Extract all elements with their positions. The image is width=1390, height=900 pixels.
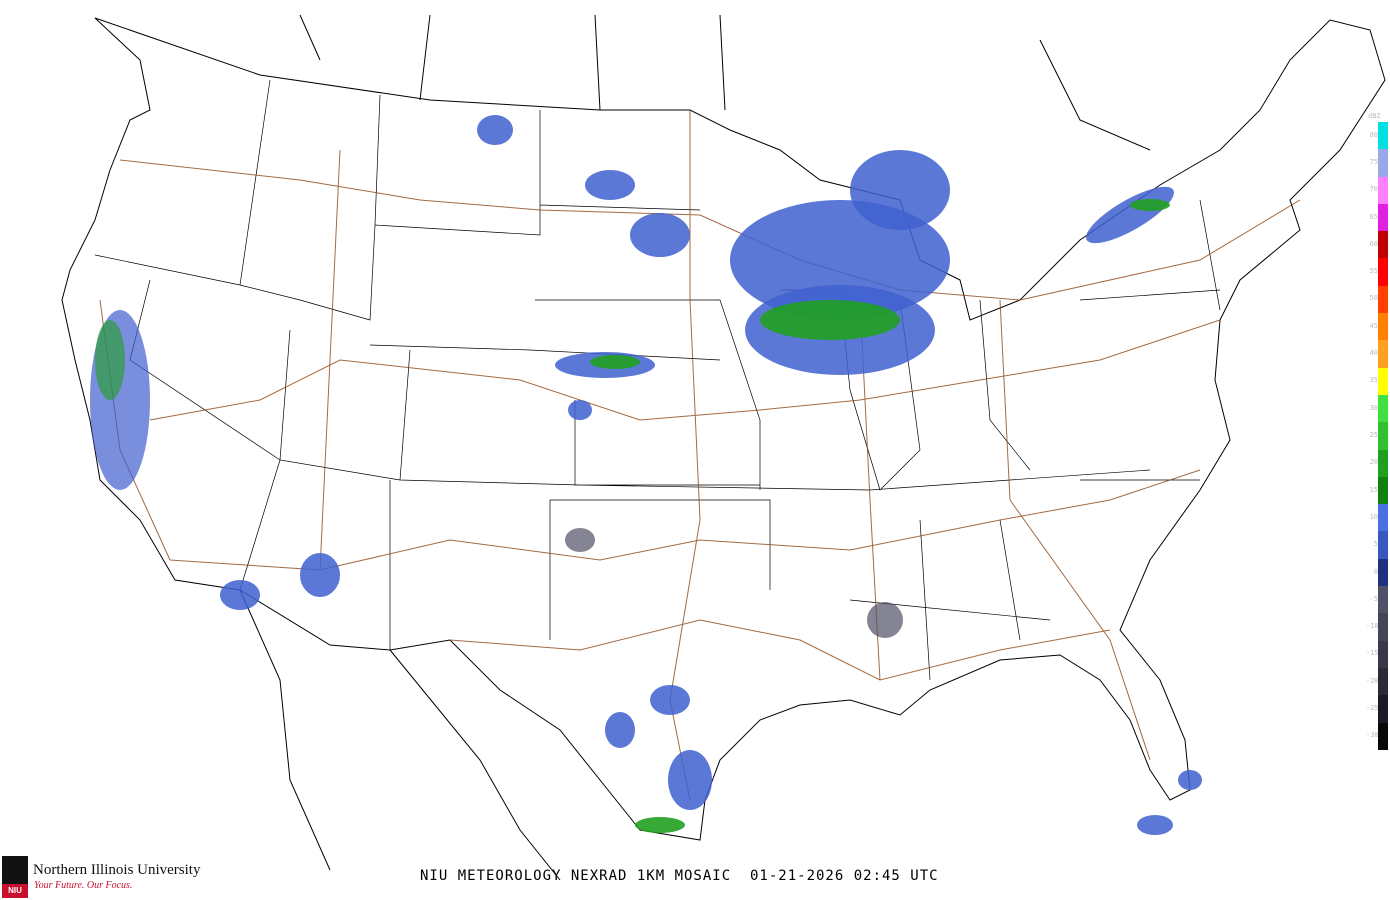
- legend-color-segment: [1378, 394, 1388, 423]
- legend-tick-label: -5: [1369, 594, 1378, 603]
- niu-logo: NIU Northern Illinois University Your Fu…: [2, 856, 242, 900]
- legend-tick-label: 60: [1369, 239, 1378, 248]
- radar-echo: [590, 355, 640, 369]
- radar-echo: [730, 200, 950, 320]
- radar-echoes: [90, 115, 1202, 835]
- legend-color-segment: [1378, 285, 1388, 314]
- radar-echo: [630, 213, 690, 257]
- legend-color-segment: [1378, 149, 1388, 177]
- radar-echo: [300, 553, 340, 597]
- legend-color-segment: [1378, 176, 1388, 204]
- legend-color-segment: [1378, 231, 1388, 259]
- legend-tick-label: 65: [1369, 212, 1378, 221]
- mexico-coast: [239, 589, 561, 881]
- radar-echo: [585, 170, 635, 200]
- legend-tick-label: 25: [1369, 431, 1378, 439]
- legend-tick-label: 45: [1369, 321, 1378, 330]
- radar-echo: [568, 400, 592, 420]
- legend-color-segment: [1378, 695, 1388, 723]
- legend-color-segment: [1378, 531, 1388, 559]
- legend-tick-label: -10: [1366, 622, 1379, 631]
- legend-colorbar: [1378, 122, 1388, 750]
- legend-color-segment: [1378, 667, 1388, 696]
- legend-color-segment: [1378, 613, 1388, 641]
- legend-tick-label: -20: [1366, 676, 1379, 685]
- legend-color-segment: [1378, 449, 1388, 477]
- legend-color-segment: [1378, 367, 1388, 395]
- legend-tick-label: 75: [1369, 157, 1378, 166]
- legend-tick-label: -15: [1366, 649, 1379, 658]
- canada-border-north: [299, 14, 1151, 151]
- legend-color-segment: [1378, 203, 1388, 232]
- legend-tick-label: 15: [1369, 485, 1378, 494]
- legend-color-segment: [1378, 258, 1388, 286]
- country-outline: [61, 14, 1386, 881]
- radar-echo: [1130, 199, 1170, 211]
- legend-color-segment: [1378, 313, 1388, 341]
- legend-color-segment: [1378, 640, 1388, 668]
- radar-echo: [760, 300, 900, 340]
- legend-tick-label: -25: [1366, 704, 1379, 713]
- legend-tick-label: 50: [1369, 294, 1378, 303]
- legend-tick-label: -30: [1366, 731, 1379, 740]
- legend-tick-label: 10: [1369, 512, 1378, 521]
- radar-echo: [1086, 186, 1174, 244]
- radar-echo: [867, 602, 903, 638]
- legend-color-segment: [1378, 722, 1388, 750]
- radar-echo: [220, 580, 260, 610]
- legend-color-segment: [1378, 122, 1388, 150]
- radar-echo: [850, 150, 950, 230]
- reflectivity-legend: dBZ 80 75 70 65 60 55 50 45 40 35 30 25 20 15 10 5 0 -5 -1…: [1366, 112, 1390, 752]
- legend-tick-label: 80: [1369, 130, 1378, 139]
- radar-echo: [1178, 770, 1202, 790]
- radar-echo: [565, 528, 595, 552]
- legend-tick-label: 0: [1373, 567, 1378, 576]
- legend-color-segment: [1378, 586, 1388, 614]
- radar-echo: [95, 320, 125, 400]
- niu-shield-icon: NIU: [2, 856, 28, 898]
- legend-tick-label: 5: [1373, 540, 1378, 549]
- legend-tick-label: 55: [1369, 267, 1378, 276]
- state-borders: [94, 79, 1221, 681]
- legend-unit: dBZ: [1368, 112, 1381, 120]
- legend-tick-label: 30: [1369, 403, 1378, 412]
- radar-echo: [650, 685, 690, 715]
- radar-echo: [1137, 815, 1173, 835]
- legend-color-segment: [1378, 476, 1388, 505]
- legend-color-segment: [1378, 422, 1388, 450]
- conus-outline: [61, 17, 1386, 841]
- map-title: NIU METEOROLOGY NEXRAD 1KM MOSAIC 01-21-…: [420, 868, 939, 884]
- radar-echo: [668, 750, 712, 810]
- legend-tick-label: 35: [1369, 376, 1378, 385]
- radar-echo: [635, 817, 685, 833]
- legend-tick-label: 40: [1369, 349, 1378, 358]
- legend-tick-label: 20: [1369, 458, 1378, 467]
- legend-color-segment: [1378, 340, 1388, 368]
- radar-echo: [605, 712, 635, 748]
- legend-tick-label: 70: [1369, 185, 1378, 194]
- legend-color-segment: [1378, 558, 1388, 587]
- legend-color-segment: [1378, 504, 1388, 532]
- logo-tagline: Your Future. Our Focus.: [34, 880, 133, 891]
- logo-name: Northern Illinois University: [33, 862, 201, 878]
- radar-echo: [477, 115, 513, 145]
